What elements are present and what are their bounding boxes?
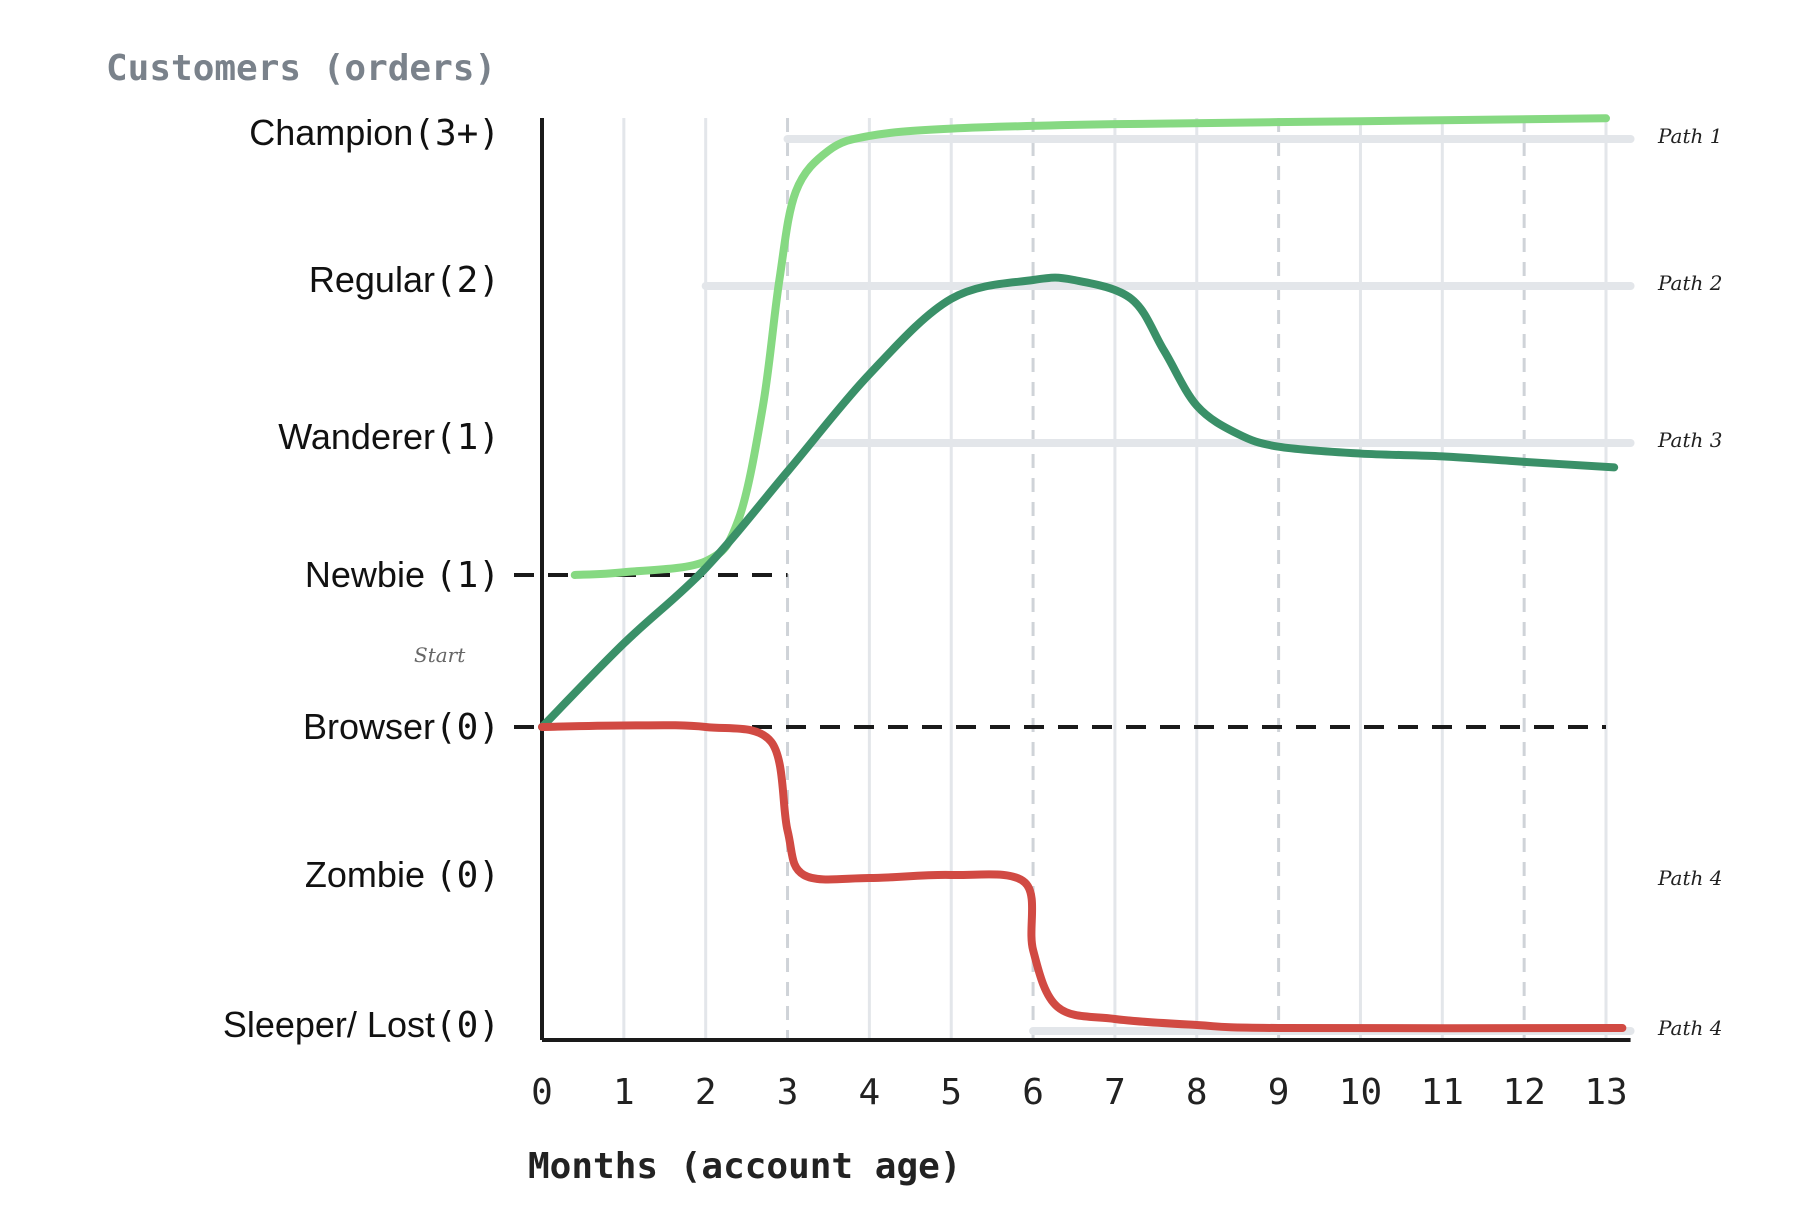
x-tick-label: 4 xyxy=(859,1072,881,1113)
y-category-label: Newbie (1) xyxy=(305,554,500,596)
x-tick-label: 10 xyxy=(1339,1072,1382,1113)
path-labels: Path 1 Path 2 Path 3 Path 4 Path 4 xyxy=(1657,124,1722,1040)
path-label: Path 4 xyxy=(1657,866,1722,890)
series-lines xyxy=(538,114,1627,1033)
chart-title: Customers (orders) xyxy=(106,48,496,89)
axes xyxy=(540,118,1631,1042)
x-tick-label: 1 xyxy=(613,1072,635,1113)
x-tick-label: 5 xyxy=(940,1072,962,1113)
path-label: Path 2 xyxy=(1657,271,1722,295)
y-category-label: Browser(0) xyxy=(303,706,500,748)
x-tick-label: 12 xyxy=(1502,1072,1545,1113)
y-category-labels: Sleeper/ Lost(0) Zombie (0) Browser(0) Newb… xyxy=(223,112,500,1046)
x-tick-label: 13 xyxy=(1584,1072,1627,1113)
path-label: Path 3 xyxy=(1657,428,1722,452)
y-category-label: Zombie (0) xyxy=(305,854,500,896)
x-tick-label: 11 xyxy=(1421,1072,1464,1113)
y-category-label: Regular(2) xyxy=(309,259,500,301)
path-label: Path 1 xyxy=(1657,124,1722,148)
x-tick-label: 0 xyxy=(531,1072,553,1113)
start-label: Start xyxy=(414,643,466,667)
y-category-label: Wanderer(1) xyxy=(278,416,500,458)
gridlines xyxy=(622,118,1635,1040)
x-tick-label: 6 xyxy=(1022,1072,1044,1113)
x-tick-labels: 0 1 2 3 4 5 6 7 8 9 10 11 12 13 xyxy=(531,1072,1628,1113)
x-tick-label: 9 xyxy=(1268,1072,1290,1113)
x-tick-label: 7 xyxy=(1104,1072,1126,1113)
series-line-1 xyxy=(570,114,1610,579)
series-line-3 xyxy=(538,721,1627,1033)
x-tick-label: 8 xyxy=(1186,1072,1208,1113)
y-category-label: Champion(3+) xyxy=(249,112,500,154)
x-axis-label: Months (account age) xyxy=(528,1146,961,1187)
series-line-2 xyxy=(538,273,1619,731)
x-tick-label: 2 xyxy=(695,1072,717,1113)
x-tick-label: 3 xyxy=(777,1072,799,1113)
y-category-label: Sleeper/ Lost(0) xyxy=(223,1004,500,1046)
path-label: Path 4 xyxy=(1657,1016,1722,1040)
